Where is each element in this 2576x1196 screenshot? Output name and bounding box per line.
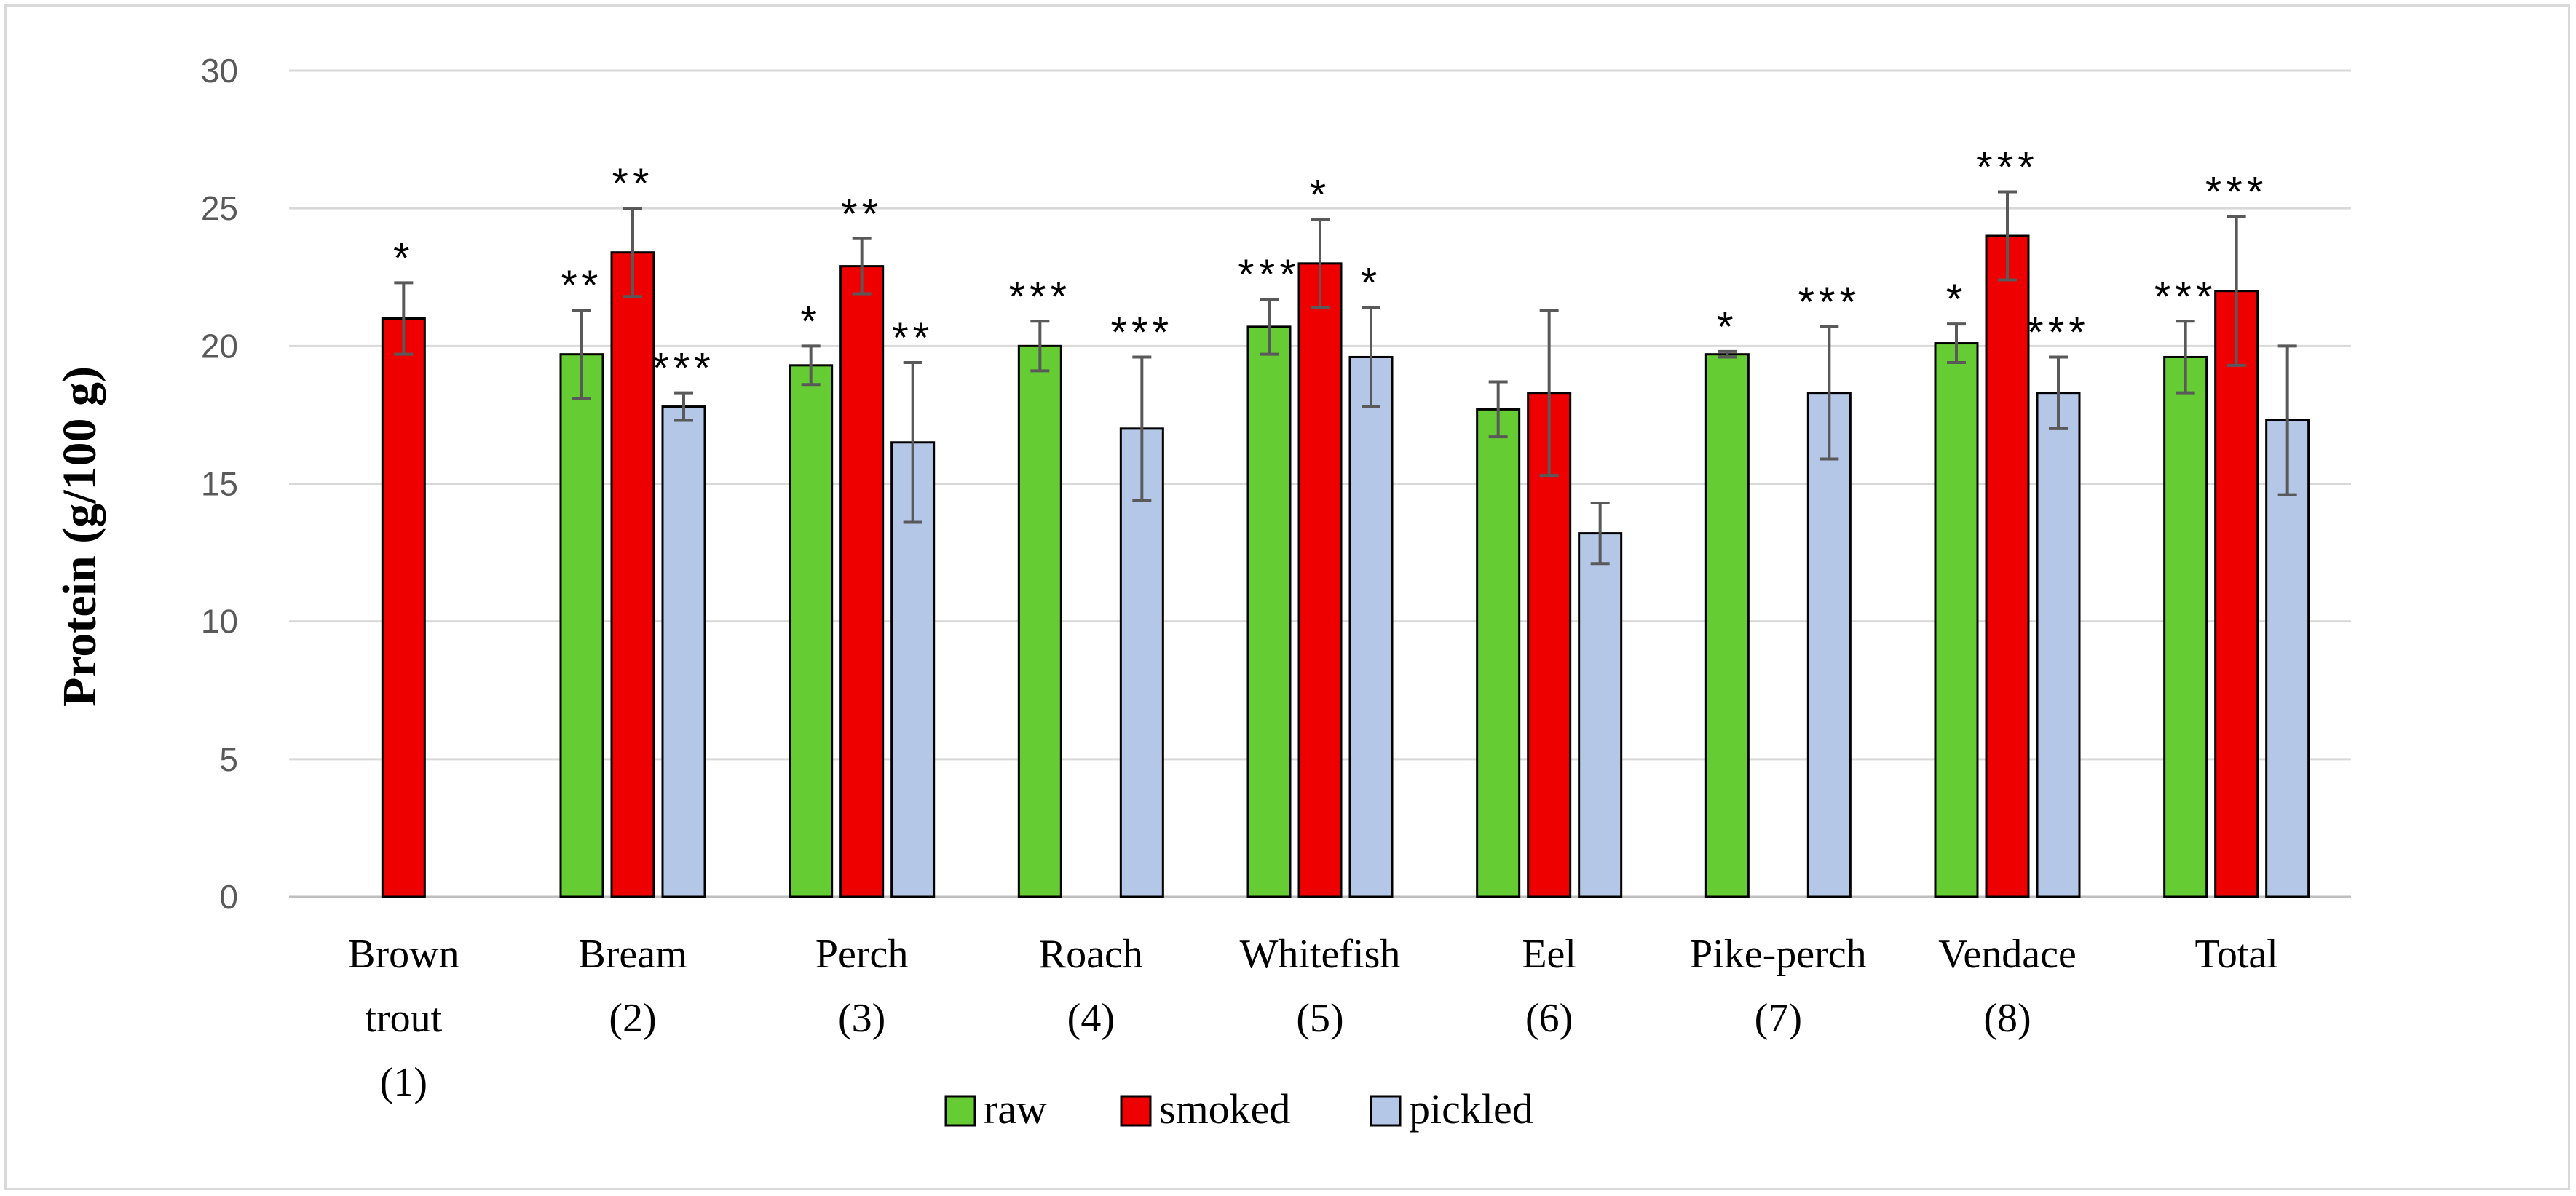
category-label: Whitefish (5) bbox=[1240, 932, 1401, 1041]
significance-pickled: * bbox=[1361, 259, 1382, 306]
significance-pickled: *** bbox=[1110, 309, 1173, 356]
significance-raw: *** bbox=[2154, 273, 2217, 320]
legend-swatch-raw bbox=[944, 1095, 976, 1127]
category-label: Perch (3) bbox=[815, 932, 909, 1041]
bar-raw bbox=[1246, 325, 1292, 898]
category-label: Eel (6) bbox=[1522, 932, 1576, 1041]
significance-pickled: *** bbox=[1798, 279, 1860, 326]
significance-raw: * bbox=[1946, 276, 1967, 323]
category-label: Vendace (8) bbox=[1938, 932, 2077, 1041]
legend-label-pickled: pickled bbox=[1409, 1085, 1533, 1133]
category-label-line: Whitefish bbox=[1240, 932, 1401, 977]
category-label-line: (7) bbox=[1755, 996, 1802, 1041]
significance-raw: ** bbox=[561, 262, 602, 309]
significance-smoked: *** bbox=[2205, 169, 2268, 216]
legend-swatch-smoked bbox=[1120, 1095, 1152, 1127]
category-label-line: (5) bbox=[1296, 996, 1343, 1041]
significance-smoked: ** bbox=[612, 160, 653, 207]
y-tick-label: 20 bbox=[201, 327, 238, 365]
category-label-line: (2) bbox=[609, 996, 656, 1041]
bar-raw bbox=[1476, 408, 1521, 898]
bar-pickled bbox=[661, 405, 706, 898]
legend: raw smoked pickled bbox=[944, 1085, 1533, 1133]
significance-smoked: ** bbox=[841, 191, 882, 238]
category-label-line: Eel bbox=[1522, 932, 1576, 977]
error-bars bbox=[394, 190, 2297, 566]
category-label: Bream (2) bbox=[578, 932, 687, 1041]
category-label-line: trout bbox=[365, 996, 442, 1041]
bar-raw bbox=[1017, 344, 1062, 898]
bar-smoked bbox=[381, 317, 426, 898]
category-label-line: Total bbox=[2195, 932, 2278, 977]
bar-smoked bbox=[839, 265, 885, 898]
y-tick-label: 30 bbox=[201, 52, 238, 90]
category-label-line: Bream bbox=[578, 932, 687, 977]
category-label-line: Vendace bbox=[1938, 932, 2077, 977]
significance-raw: *** bbox=[1238, 251, 1300, 298]
category-label-line: (3) bbox=[838, 996, 885, 1041]
chart-frame: 0 5 10 15 20 25 30 * ** ** *** * ** ** *** *** *** * * * **… bbox=[4, 4, 2570, 1190]
bar-raw bbox=[1934, 342, 1979, 898]
significance-pickled: ** bbox=[892, 314, 933, 362]
bar-pickled bbox=[1348, 355, 1394, 898]
category-label-line: Roach bbox=[1039, 932, 1143, 977]
bar-smoked bbox=[1985, 234, 2030, 898]
category-label: Roach (4) bbox=[1039, 932, 1143, 1041]
legend-label-smoked: smoked bbox=[1159, 1085, 1290, 1133]
significance-smoked: * bbox=[393, 234, 414, 282]
significance-pickled: *** bbox=[2027, 309, 2090, 356]
bar-raw bbox=[559, 353, 604, 898]
y-tick-label: 25 bbox=[201, 189, 238, 227]
significance-labels: **************************** ************… bbox=[393, 143, 2268, 392]
category-label: Total bbox=[2195, 932, 2278, 977]
y-axis-label: Protein (g/100 g) bbox=[53, 366, 106, 707]
bars bbox=[381, 234, 2310, 898]
significance-raw: * bbox=[1717, 304, 1738, 351]
bar-raw bbox=[2163, 355, 2208, 898]
y-tick-label: 10 bbox=[201, 603, 238, 641]
bar-raw bbox=[1704, 353, 1750, 898]
category-label: Pike-perch (7) bbox=[1690, 932, 1867, 1041]
y-tick-label: 15 bbox=[201, 465, 238, 503]
significance-raw: * bbox=[800, 298, 821, 345]
category-label-line: (6) bbox=[1525, 996, 1573, 1041]
legend-swatch-pickled bbox=[1370, 1095, 1402, 1127]
bar-pickled bbox=[1806, 392, 1852, 898]
y-tick-label: 0 bbox=[219, 878, 238, 916]
x-axis-categories: Brown trout (1) Bream (2) Perch (3) Roach (4) Whi… bbox=[348, 932, 2278, 1105]
y-tick-label: 5 bbox=[219, 740, 238, 778]
bar-pickled bbox=[2265, 419, 2310, 898]
bar-pickled bbox=[2036, 392, 2081, 898]
bar-pickled bbox=[1578, 532, 1623, 898]
legend-label-raw: raw bbox=[984, 1085, 1047, 1133]
category-label: Brown trout (1) bbox=[348, 932, 459, 1105]
category-label-line: (1) bbox=[380, 1060, 427, 1105]
category-label-line: Perch bbox=[815, 932, 909, 977]
significance-pickled: *** bbox=[652, 345, 715, 392]
bar-smoked bbox=[2214, 290, 2259, 898]
significance-raw: *** bbox=[1008, 273, 1071, 320]
category-label-line: Pike-perch bbox=[1690, 932, 1867, 977]
bar-smoked bbox=[610, 251, 655, 898]
category-label-line: (4) bbox=[1067, 996, 1115, 1041]
significance-smoked: * bbox=[1310, 171, 1331, 218]
bar-smoked bbox=[1297, 262, 1343, 898]
category-label-line: Brown bbox=[348, 932, 459, 977]
category-label-line: (8) bbox=[1983, 996, 2031, 1041]
y-axis-ticks: 0 5 10 15 20 25 30 bbox=[201, 52, 238, 916]
significance-smoked: *** bbox=[1976, 143, 2039, 191]
bar-pickled bbox=[1119, 427, 1164, 898]
bar-raw bbox=[789, 364, 834, 898]
